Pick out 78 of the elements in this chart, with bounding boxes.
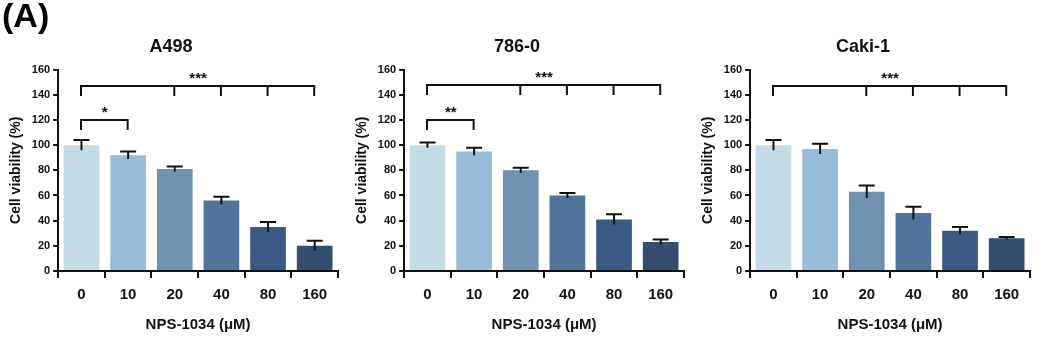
x-tick-label: 40	[559, 285, 576, 303]
x-tick-label: 10	[465, 285, 483, 303]
bar	[942, 230, 978, 270]
annotation: ***	[535, 67, 553, 85]
y-tick-label: 120	[31, 112, 51, 125]
y-tick-label: 160	[377, 62, 397, 75]
y-tick-label: 60	[383, 188, 397, 201]
y-tick-label: 40	[383, 213, 397, 226]
annotation: ***	[881, 68, 899, 86]
bar	[250, 226, 286, 270]
y-tick-label: 140	[723, 87, 743, 100]
y-tick-label: 20	[383, 238, 397, 251]
x-axis-title: NPS-1034 (μM)	[491, 315, 597, 333]
x-tick-label: 160	[302, 285, 328, 303]
y-tick-label: 0	[390, 264, 397, 277]
x-tick-label: 20	[512, 285, 530, 303]
bar	[755, 145, 792, 270]
x-tick-label: 160	[994, 285, 1020, 303]
y-tick-label: 20	[37, 238, 51, 251]
x-tick-label: 20	[858, 285, 876, 303]
x-axis-title: NPS-1034 (μM)	[145, 315, 251, 333]
x-tick-label: 0	[423, 285, 432, 303]
bar	[456, 151, 492, 270]
y-tick-label: 160	[723, 62, 743, 75]
y-axis-title: Cell viability (%)	[7, 116, 24, 224]
bar	[549, 195, 586, 270]
y-tick-label: 0	[736, 264, 743, 277]
annotation: ***	[189, 68, 207, 86]
annotation: *	[101, 102, 108, 120]
x-tick-label: 40	[905, 285, 922, 303]
y-tick-label: 140	[377, 87, 397, 100]
bar	[63, 145, 100, 270]
bar	[296, 245, 333, 270]
bar	[409, 145, 446, 270]
bar	[203, 200, 240, 270]
y-tick-label: 80	[729, 163, 743, 176]
bar	[895, 213, 932, 270]
bar	[110, 155, 146, 270]
x-tick-label: 0	[77, 285, 86, 303]
bar	[802, 148, 838, 270]
x-tick-label: 10	[119, 285, 137, 303]
x-tick-label: 20	[166, 285, 184, 303]
chart-title: 786-0	[493, 35, 541, 56]
y-tick-label: 140	[31, 87, 51, 100]
bar	[848, 191, 885, 270]
x-tick-label: 40	[213, 285, 230, 303]
chart-title: A498	[149, 35, 193, 56]
y-tick-label: 40	[729, 213, 743, 226]
bar	[156, 169, 193, 270]
y-tick-label: 120	[377, 112, 397, 125]
x-tick-label: 80	[259, 285, 277, 303]
y-axis-title: Cell viability (%)	[353, 116, 370, 224]
bar	[642, 242, 679, 270]
y-tick-label: 100	[31, 138, 51, 151]
bar	[988, 238, 1025, 270]
x-tick-label: 80	[605, 285, 623, 303]
y-tick-label: 80	[37, 163, 51, 176]
bar	[502, 170, 539, 270]
x-tick-label: 0	[769, 285, 778, 303]
y-tick-label: 40	[37, 213, 51, 226]
x-tick-label: 160	[648, 285, 674, 303]
y-tick-label: 100	[377, 138, 397, 151]
chart-title: Caki-1	[835, 35, 891, 56]
y-tick-label: 80	[383, 163, 397, 176]
annotation: **	[444, 102, 457, 120]
x-tick-label: 80	[951, 285, 969, 303]
y-tick-label: 100	[723, 138, 743, 151]
y-tick-label: 160	[31, 62, 51, 75]
y-tick-label: 60	[729, 188, 743, 201]
y-tick-label: 0	[44, 264, 51, 277]
text: (A)	[2, 0, 50, 35]
x-axis-title: NPS-1034 (μM)	[837, 315, 943, 333]
y-tick-label: 60	[37, 188, 51, 201]
y-tick-label: 20	[729, 238, 743, 251]
x-tick-label: 10	[811, 285, 829, 303]
y-axis-title: Cell viability (%)	[699, 116, 716, 224]
y-tick-label: 120	[723, 112, 743, 125]
bar	[596, 219, 632, 270]
